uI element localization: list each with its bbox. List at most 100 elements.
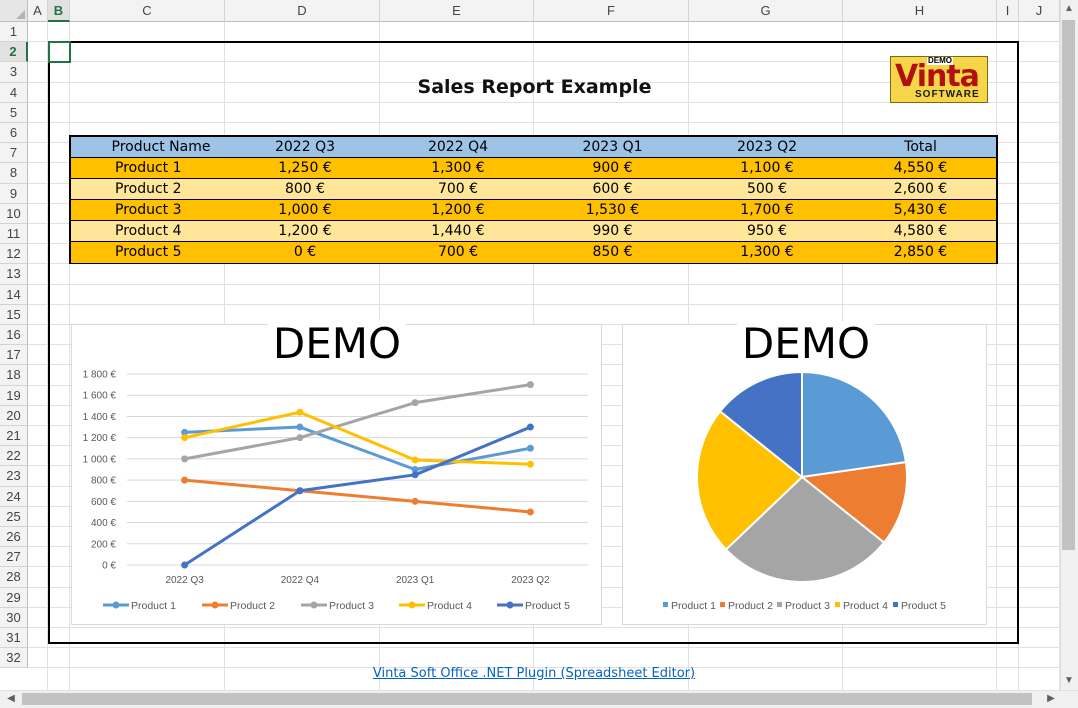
row-header-16[interactable]: 16	[0, 325, 28, 346]
value-cell[interactable]: 1,300 €	[431, 160, 485, 176]
value-cell[interactable]: 1,000 €	[278, 202, 332, 218]
value-cell[interactable]: 1,440 €	[431, 223, 485, 239]
column-header-d[interactable]: D	[225, 0, 380, 22]
value-cell[interactable]: 800 €	[284, 181, 326, 197]
row-header-28[interactable]: 28	[0, 567, 28, 588]
value-cell[interactable]: 950 €	[746, 223, 788, 239]
value-cell[interactable]: 1,200 €	[431, 202, 485, 218]
row-header-26[interactable]: 26	[0, 527, 28, 548]
active-cell-b2[interactable]	[48, 41, 71, 63]
value-cell[interactable]: 700 €	[437, 181, 479, 197]
value-cell[interactable]: 5,430 €	[893, 202, 948, 218]
column-header-c[interactable]: C	[70, 0, 225, 22]
value-cell[interactable]: 1,530 €	[585, 202, 640, 218]
value-cell[interactable]: 700 €	[437, 244, 479, 260]
column-header-a[interactable]: A	[28, 0, 48, 22]
product-name-cell[interactable]: Product 5	[115, 244, 182, 260]
value-cell[interactable]: 600 €	[592, 181, 633, 197]
y-tick-label: 1 600 €	[83, 391, 117, 402]
table-header-cell[interactable]: 2023 Q1	[582, 139, 643, 155]
line-chart[interactable]: 0 € 200 € 400 € 600 € 800 € 1 000 € 1 200 € 1 4…	[71, 321, 602, 625]
row-header-14[interactable]: 14	[0, 284, 28, 305]
value-cell[interactable]: 1,700 €	[740, 202, 794, 218]
data-point	[296, 487, 304, 495]
pie-chart-demo-watermark: DEMO	[737, 321, 875, 367]
row-header-17[interactable]: 17	[0, 345, 28, 366]
scroll-right-arrow-icon[interactable]: ▶	[1047, 693, 1055, 704]
column-header-b[interactable]: B	[48, 0, 70, 22]
scroll-down-arrow-icon[interactable]: ▼	[1064, 675, 1074, 686]
value-cell[interactable]: 900 €	[592, 160, 633, 176]
row-header-22[interactable]: 22	[0, 446, 28, 467]
row-header-29[interactable]: 29	[0, 587, 28, 608]
product-name-cell[interactable]: Product 3	[115, 202, 182, 218]
select-all-corner[interactable]	[0, 0, 28, 22]
value-cell[interactable]: 4,580 €	[893, 223, 948, 239]
scroll-up-arrow-icon[interactable]: ▲	[1064, 3, 1074, 14]
row-header-9[interactable]: 9	[0, 183, 28, 204]
row-header-18[interactable]: 18	[0, 365, 28, 386]
row-header-1[interactable]: 1	[0, 22, 28, 43]
product-name-cell[interactable]: Product 4	[115, 223, 182, 239]
vinta-logo[interactable]: Vinta SOFTWARE DEMO	[890, 56, 988, 103]
table-header-cell[interactable]: Product Name	[111, 139, 211, 155]
row-header-21[interactable]: 21	[0, 426, 28, 447]
x-tick-label: 2022 Q3	[165, 575, 204, 586]
value-cell[interactable]: 1,300 €	[740, 244, 794, 260]
column-header-h[interactable]: H	[843, 0, 997, 22]
row-header-23[interactable]: 23	[0, 466, 28, 487]
table-header-cell[interactable]: 2022 Q3	[274, 139, 335, 155]
row-header-20[interactable]: 20	[0, 405, 28, 426]
row-header-19[interactable]: 19	[0, 385, 28, 406]
value-cell[interactable]: 1,100 €	[740, 160, 794, 176]
row-header-13[interactable]: 13	[0, 264, 28, 285]
row-header-3[interactable]: 3	[0, 62, 28, 83]
row-header-11[interactable]: 11	[0, 224, 28, 245]
product-name-cell[interactable]: Product 2	[115, 181, 182, 197]
series-line	[184, 425, 531, 471]
row-header-6[interactable]: 6	[0, 123, 28, 144]
row-header-27[interactable]: 27	[0, 547, 28, 568]
column-header-i[interactable]: I	[997, 0, 1019, 22]
column-header-e[interactable]: E	[380, 0, 534, 22]
row-header-4[interactable]: 4	[0, 82, 28, 103]
plugin-link[interactable]: Vinta Soft Office .NET Plugin (Spreadshe…	[372, 666, 696, 681]
column-header-f[interactable]: F	[534, 0, 689, 22]
table-header-cell[interactable]: 2023 Q2	[736, 139, 797, 155]
row-header-10[interactable]: 10	[0, 203, 28, 224]
value-cell[interactable]: 4,550 €	[893, 160, 948, 176]
value-cell[interactable]: 2,850 €	[893, 244, 948, 260]
row-header-32[interactable]: 32	[0, 648, 28, 669]
data-point	[411, 456, 419, 464]
row-header-25[interactable]: 25	[0, 506, 28, 527]
row-header-24[interactable]: 24	[0, 486, 28, 507]
value-cell[interactable]: 0 €	[293, 244, 317, 260]
column-header-j[interactable]: J	[1019, 0, 1060, 22]
horizontal-scroll-thumb[interactable]	[22, 693, 1032, 705]
vertical-scroll-thumb[interactable]	[1062, 20, 1075, 550]
pie-chart[interactable]: Product 1 Product 2 Product 3 Product 4 Prod…	[622, 321, 987, 625]
table-header-cell[interactable]: 2022 Q4	[427, 139, 488, 155]
value-cell[interactable]: 1,200 €	[278, 223, 332, 239]
legend-label: Product 4	[843, 600, 888, 612]
row-header-2[interactable]: 2	[0, 42, 28, 63]
value-cell[interactable]: 850 €	[592, 244, 633, 260]
row-header-7[interactable]: 7	[0, 143, 28, 164]
column-header-g[interactable]: G	[689, 0, 843, 22]
product-name-cell[interactable]: Product 1	[115, 160, 182, 176]
value-cell[interactable]: 2,600 €	[893, 181, 948, 197]
row-header-12[interactable]: 12	[0, 244, 28, 265]
series-line	[184, 410, 531, 466]
table-header-cell[interactable]: Total	[904, 139, 937, 155]
value-cell[interactable]: 500 €	[746, 181, 788, 197]
pie-chart-plot: Product 1 Product 2 Product 3 Product 4 Prod…	[663, 370, 946, 612]
row-header-8[interactable]: 8	[0, 163, 28, 184]
value-cell[interactable]: 990 €	[592, 223, 633, 239]
report-title[interactable]: Sales Report Example	[417, 76, 652, 98]
row-header-15[interactable]: 15	[0, 304, 28, 325]
scroll-left-arrow-icon[interactable]: ◀	[7, 693, 15, 704]
row-header-30[interactable]: 30	[0, 607, 28, 628]
row-header-5[interactable]: 5	[0, 102, 28, 123]
row-header-31[interactable]: 31	[0, 628, 28, 649]
value-cell[interactable]: 1,250 €	[278, 160, 332, 176]
